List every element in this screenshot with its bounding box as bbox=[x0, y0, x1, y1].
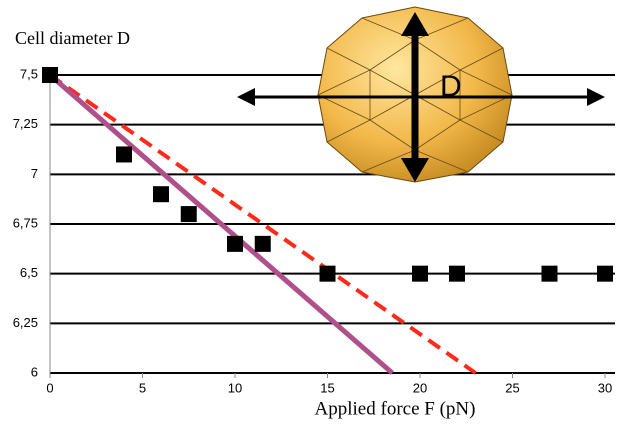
data-point bbox=[116, 146, 132, 162]
x-axis-label: Applied force F (pN) bbox=[315, 398, 476, 419]
x-tick-label: 15 bbox=[320, 380, 334, 395]
y-tick-label: 7,5 bbox=[20, 66, 38, 81]
data-point bbox=[227, 236, 243, 252]
data-point bbox=[412, 266, 428, 282]
page: Cell diameter D Applied force F (pN) 6 6,… bbox=[0, 0, 621, 425]
y-tick-label: 7 bbox=[31, 166, 38, 181]
x-tick-label: 30 bbox=[598, 380, 612, 395]
chart: Cell diameter D Applied force F (pN) 6 6,… bbox=[0, 0, 621, 425]
y-tick-label: 6 bbox=[31, 364, 38, 379]
data-point bbox=[181, 206, 197, 222]
data-point bbox=[542, 266, 558, 282]
y-tick-label: 6,75 bbox=[13, 215, 38, 230]
data-point bbox=[320, 266, 336, 282]
y-tick-label: 6,25 bbox=[13, 315, 38, 330]
x-tick-label: 0 bbox=[46, 380, 53, 395]
data-point bbox=[597, 266, 613, 282]
cell-illustration: D bbox=[237, 7, 605, 182]
y-tick-label: 6,5 bbox=[20, 265, 38, 280]
data-point bbox=[153, 186, 169, 202]
x-tick-label: 25 bbox=[505, 380, 519, 395]
y-tick-label: 7,25 bbox=[13, 116, 38, 131]
y-axis-label: Cell diameter D bbox=[15, 28, 130, 48]
data-point bbox=[255, 236, 271, 252]
x-tick-label: 10 bbox=[228, 380, 242, 395]
data-point bbox=[42, 67, 58, 83]
x-tick-label: 5 bbox=[139, 380, 146, 395]
plot-area: 6 6,25 6,5 6,75 7 7,25 7,5 0 5 10 15 20 25 30 bbox=[13, 66, 615, 395]
x-tick-label: 20 bbox=[413, 380, 427, 395]
data-point bbox=[449, 266, 465, 282]
diameter-label: D bbox=[440, 70, 462, 103]
